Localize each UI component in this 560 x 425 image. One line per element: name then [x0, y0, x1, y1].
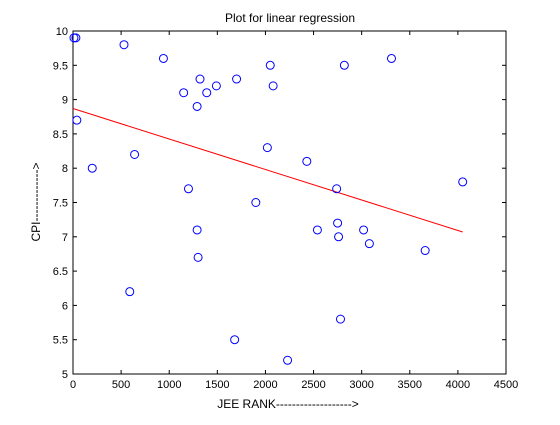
- chart-title: Plot for linear regression: [225, 11, 355, 25]
- regression-line: [72, 108, 463, 233]
- data-point: [359, 225, 369, 235]
- data-point: [211, 81, 221, 91]
- data-point: [158, 53, 168, 63]
- data-point: [386, 53, 396, 63]
- data-point: [420, 246, 430, 256]
- x-tick-label: 3500: [398, 379, 422, 391]
- x-tick-label: 1000: [157, 379, 181, 391]
- data-point: [195, 74, 205, 84]
- x-tick-label: 500: [112, 379, 130, 391]
- data-point: [265, 60, 275, 70]
- x-tick-label: 2500: [301, 379, 325, 391]
- data-point: [192, 101, 202, 111]
- data-point: [334, 232, 344, 242]
- y-tick-label: 9.5: [53, 60, 68, 72]
- data-point: [364, 239, 374, 249]
- data-point: [262, 143, 272, 153]
- data-point: [183, 184, 193, 194]
- data-point: [202, 88, 212, 98]
- y-tick-label: 8.5: [53, 129, 68, 141]
- data-point: [87, 163, 97, 173]
- x-tick-label: 3000: [349, 379, 373, 391]
- y-tick-label: 7.5: [53, 198, 68, 210]
- data-point: [332, 184, 342, 194]
- x-tick-label: 0: [70, 379, 76, 391]
- plot-area: [72, 30, 507, 375]
- data-point: [119, 40, 129, 50]
- data-point: [71, 33, 81, 43]
- data-point: [335, 314, 345, 324]
- y-tick-label: 8: [62, 163, 68, 175]
- y-tick-label: 7: [62, 232, 68, 244]
- data-point: [232, 74, 242, 84]
- data-point: [72, 115, 82, 125]
- data-point: [125, 287, 135, 297]
- x-tick-label: 2000: [253, 379, 277, 391]
- y-tick-label: 9: [62, 95, 68, 107]
- data-point: [283, 355, 293, 365]
- y-tick-label: 5.5: [53, 335, 68, 347]
- data-point: [333, 218, 343, 228]
- y-tick-label: 6.5: [53, 266, 68, 278]
- x-axis-label: JEE RANK------------------->: [217, 397, 359, 411]
- x-tick-label: 1500: [205, 379, 229, 391]
- data-point: [251, 198, 261, 207]
- data-point: [458, 177, 468, 187]
- data-point: [192, 225, 202, 235]
- data-point: [312, 225, 322, 235]
- data-point: [268, 81, 278, 91]
- y-tick-label: 5: [62, 369, 68, 381]
- y-tick-label: 6: [62, 300, 68, 312]
- y-axis-ticks: 5 5.5 6 6.5 7 7.5 8 8.5 9 9.5 10: [53, 26, 506, 381]
- x-tick-label: 4000: [446, 379, 470, 391]
- data-point: [193, 252, 203, 262]
- y-axis-label: CPI------------->: [29, 163, 43, 242]
- data-points: [69, 33, 468, 365]
- y-tick-label: 10: [56, 26, 68, 38]
- x-axis-ticks: 0 500 1000 1500 2000 2500 3000 3500 4000 4500: [70, 31, 518, 391]
- data-point: [302, 156, 312, 166]
- data-point: [179, 88, 189, 98]
- regression-line-segment: [72, 108, 463, 233]
- data-point: [339, 60, 349, 70]
- data-point: [230, 335, 240, 345]
- x-tick-label: 4500: [494, 379, 518, 391]
- data-point: [130, 149, 140, 159]
